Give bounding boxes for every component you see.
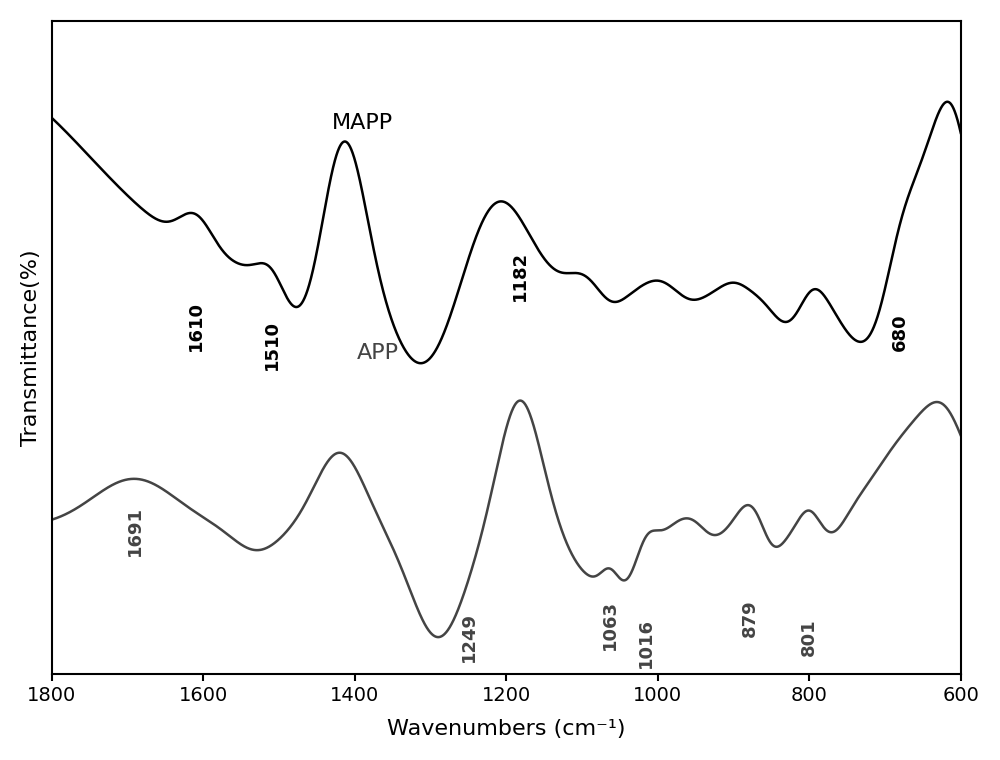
X-axis label: Wavenumbers (cm⁻¹): Wavenumbers (cm⁻¹) <box>387 719 626 739</box>
Text: 801: 801 <box>800 619 818 656</box>
Text: APP: APP <box>357 344 399 363</box>
Text: 1691: 1691 <box>125 506 143 556</box>
Text: 1063: 1063 <box>601 600 619 650</box>
Text: 1510: 1510 <box>263 320 281 369</box>
Text: 879: 879 <box>740 600 758 638</box>
Text: 1610: 1610 <box>187 301 205 351</box>
Text: 1182: 1182 <box>511 251 529 301</box>
Text: MAPP: MAPP <box>332 113 393 133</box>
Y-axis label: Transmittance(%): Transmittance(%) <box>21 249 41 446</box>
Text: 1016: 1016 <box>637 619 655 669</box>
Text: 1249: 1249 <box>460 613 478 662</box>
Text: 680: 680 <box>891 313 909 351</box>
